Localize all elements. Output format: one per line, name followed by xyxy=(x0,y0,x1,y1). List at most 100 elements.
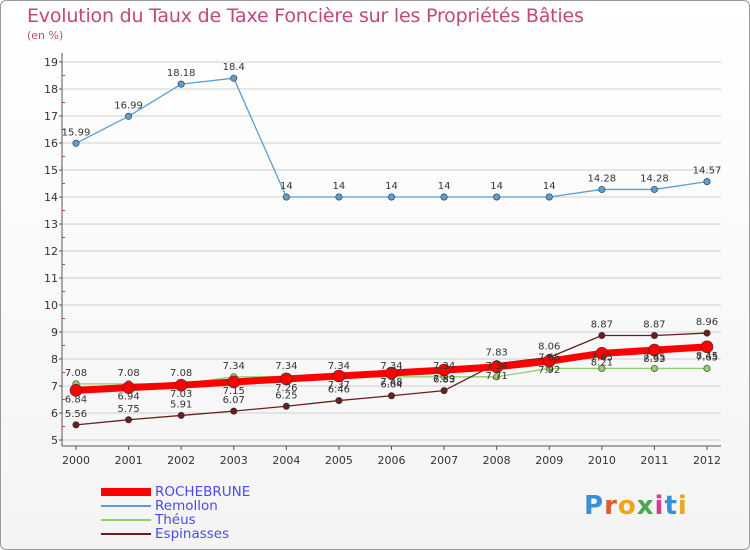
point-rochebrune-2012 xyxy=(700,340,714,354)
data-label-theus-2000: 7.08 xyxy=(65,368,87,379)
data-label-theus-2012: 7.65 xyxy=(696,352,718,363)
y-tick-label-13: 13 xyxy=(44,218,58,231)
y-tick-label-10: 10 xyxy=(44,299,58,312)
y-tick-label-5: 5 xyxy=(51,434,58,447)
point-theus-2008 xyxy=(493,373,501,381)
data-label-remollon-2008: 14 xyxy=(490,181,503,192)
point-espinasses-2005 xyxy=(335,397,343,405)
data-label-espinasses-2009: 8.06 xyxy=(538,341,560,352)
data-label-espinasses-2005: 6.46 xyxy=(328,385,350,396)
data-label-espinasses-2002: 5.91 xyxy=(170,399,192,410)
legend-label-remollon: Remollon xyxy=(155,498,218,514)
point-remollon-2001 xyxy=(125,112,133,120)
point-remollon-2002 xyxy=(177,80,185,88)
point-rochebrune-2006 xyxy=(385,366,398,380)
logo-letter: i xyxy=(654,491,665,521)
point-remollon-2009 xyxy=(545,193,553,201)
data-label-rochebrune-2008: 7.71 xyxy=(486,371,508,382)
data-label-remollon-2003: 18.4 xyxy=(223,62,245,73)
data-label-espinasses-2010: 8.87 xyxy=(591,320,613,331)
point-theus-2012 xyxy=(703,364,711,372)
point-rochebrune-2007 xyxy=(437,363,451,377)
x-tick-label-2010: 2010 xyxy=(588,454,616,467)
point-rochebrune-2005 xyxy=(332,369,346,383)
data-label-theus-2001: 7.08 xyxy=(117,368,139,379)
data-label-theus-2006: 7.34 xyxy=(380,361,402,372)
point-remollon-2003 xyxy=(230,74,238,82)
point-remollon-2008 xyxy=(493,193,501,201)
legend-swatch-espinasses xyxy=(101,533,151,535)
data-label-rochebrune-2002: 7.03 xyxy=(170,389,192,400)
point-espinasses-2000 xyxy=(72,421,80,429)
point-remollon-2010 xyxy=(598,185,606,193)
logo-letter: x xyxy=(636,491,655,521)
point-espinasses-2007 xyxy=(440,387,448,395)
logo-letter: o xyxy=(617,491,637,521)
data-label-remollon-2005: 14 xyxy=(333,181,346,192)
data-label-theus-2003: 7.34 xyxy=(223,361,245,372)
y-tick-label-12: 12 xyxy=(44,245,58,258)
data-label-rochebrune-2009: 7.92 xyxy=(538,365,560,376)
data-label-theus-2005: 7.34 xyxy=(328,361,350,372)
point-espinasses-2001 xyxy=(125,416,133,424)
data-label-theus-2004: 7.34 xyxy=(275,361,297,372)
point-espinasses-2010 xyxy=(598,332,606,340)
x-tick-label-2004: 2004 xyxy=(272,454,300,467)
point-remollon-2007 xyxy=(440,193,448,201)
point-remollon-2006 xyxy=(387,193,395,201)
point-espinasses-2012 xyxy=(703,329,711,337)
point-espinasses-2004 xyxy=(282,402,290,410)
legend-swatch-remollon xyxy=(101,505,151,507)
point-remollon-2000 xyxy=(72,139,80,147)
data-label-remollon-2004: 14 xyxy=(280,181,293,192)
point-theus-2011 xyxy=(650,364,658,372)
x-tick-label-2011: 2011 xyxy=(640,454,668,467)
point-remollon-2004 xyxy=(282,193,290,201)
data-label-theus-2011: 7.65 xyxy=(643,352,665,363)
x-tick-label-2003: 2003 xyxy=(220,454,248,467)
data-label-theus-2009: 7.65 xyxy=(538,352,560,363)
y-tick-label-15: 15 xyxy=(44,164,58,177)
data-label-remollon-2009: 14 xyxy=(543,181,556,192)
point-espinasses-2011 xyxy=(650,332,658,340)
legend-label-espinasses: Espinasses xyxy=(155,526,230,542)
data-label-espinasses-2007: 6.83 xyxy=(433,375,455,386)
data-label-remollon-2010: 14.28 xyxy=(588,173,617,184)
y-tick-label-17: 17 xyxy=(44,110,58,123)
y-tick-label-7: 7 xyxy=(51,380,58,393)
chart-title: Evolution du Taux de Taxe Foncière sur l… xyxy=(27,5,584,27)
y-tick-label-19: 19 xyxy=(44,56,58,69)
data-label-theus-2002: 7.08 xyxy=(170,368,192,379)
point-remollon-2011 xyxy=(650,185,658,193)
data-label-rochebrune-2004: 7.26 xyxy=(275,383,297,394)
data-label-espinasses-2000: 5.56 xyxy=(65,409,87,420)
x-tick-label-2006: 2006 xyxy=(378,454,406,467)
data-label-theus-2008: 7.34 xyxy=(486,361,508,372)
point-rochebrune-2011 xyxy=(648,343,661,357)
x-tick-label-2005: 2005 xyxy=(325,454,353,467)
point-rochebrune-2008 xyxy=(490,360,503,374)
data-label-remollon-2002: 18.18 xyxy=(167,68,196,79)
logo-letter: i xyxy=(677,491,688,521)
point-rochebrune-2002 xyxy=(174,378,188,392)
proxiti-logo: Proxiti xyxy=(584,491,688,521)
data-label-rochebrune-2010: 8.21 xyxy=(591,357,613,368)
point-rochebrune-2010 xyxy=(595,347,609,360)
legend-swatch-theus xyxy=(101,519,151,521)
data-label-rochebrune-2005: 7.37 xyxy=(328,380,350,391)
legend-label-theus: Théus xyxy=(155,512,196,528)
data-label-espinasses-2012: 8.96 xyxy=(696,317,718,328)
data-label-rochebrune-2001: 6.94 xyxy=(117,392,139,403)
data-label-rochebrune-2011: 8.33 xyxy=(643,354,665,365)
x-tick-label-2008: 2008 xyxy=(483,454,511,467)
data-label-espinasses-2001: 5.75 xyxy=(117,404,139,415)
data-label-rochebrune-2006: 7.48 xyxy=(380,377,402,388)
data-label-theus-2010: 7.65 xyxy=(591,352,613,363)
y-tick-label-18: 18 xyxy=(44,83,58,96)
data-label-remollon-2006: 14 xyxy=(385,181,398,192)
point-rochebrune-2009 xyxy=(542,354,556,368)
legend-label-rochebrune: ROCHEBRUNE xyxy=(155,484,251,500)
data-label-remollon-2011: 14.28 xyxy=(640,173,669,184)
